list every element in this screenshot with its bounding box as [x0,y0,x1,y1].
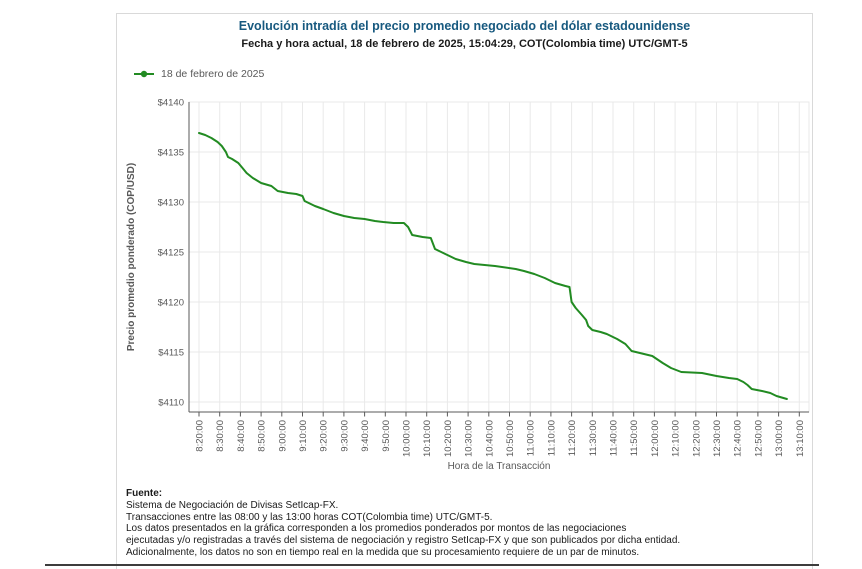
x-axis-tick-label: 12:50:00 [753,420,764,457]
x-axis-tick-label: 11:00:00 [526,420,537,456]
chart-panel: Evolución intradía del precio promedio n… [116,13,813,569]
y-axis-tick-label: $4110 [158,398,184,409]
x-axis-tick-label: 9:30:00 [339,420,350,452]
x-axis-tick-label: 9:40:00 [360,420,371,452]
x-axis-tick-label: 11:10:00 [546,420,557,456]
x-axis-tick-label: 12:40:00 [733,420,744,457]
x-axis-tick-label: 12:30:00 [712,420,723,457]
x-axis-tick-label: 12:20:00 [691,420,702,457]
x-axis-tick-label: 8:30:00 [215,420,226,452]
y-axis-tick-label: $4140 [158,98,184,109]
footer-line: Los datos presentados en la gráfica corr… [126,523,627,535]
footer-source-label: Fuente: [126,488,163,499]
y-axis-tick-label: $4115 [158,348,184,359]
price-series-line [198,132,788,400]
x-axis-tick-label: 10:00:00 [402,420,413,457]
x-axis-tick-label: 10:40:00 [484,420,495,457]
x-axis-tick-label: 13:00:00 [774,420,785,457]
bottom-divider [45,564,819,566]
x-axis-tick-label: 9:00:00 [277,420,288,452]
x-axis-tick-label: 9:10:00 [298,420,309,452]
x-axis-tick-label: 12:00:00 [650,420,661,457]
x-axis-tick-label: 8:40:00 [236,420,247,452]
x-axis-tick-label: 11:40:00 [609,420,620,456]
x-axis-tick-label: 11:20:00 [567,420,578,456]
chart-footer: Fuente: Sistema de Negociación de Divisa… [126,488,802,559]
x-axis-tick-label: 8:20:00 [195,420,206,452]
footer-line: Transacciones entre las 08:00 y las 13:0… [126,511,493,523]
x-axis-title: Hora de la Transacción [448,461,551,472]
footer-lines: Sistema de Negociación de Divisas SetIca… [126,500,802,559]
chart-subtitle: Fecha y hora actual, 18 de febrero de 20… [241,38,688,50]
x-axis-tick-label: 11:50:00 [629,420,640,456]
chart-title: Evolución intradía del precio promedio n… [238,19,691,33]
x-axis-tick-label: 10:30:00 [464,420,475,457]
x-axis-tick-label: 11:30:00 [588,420,599,456]
x-axis-tick-label: 8:50:00 [257,420,268,452]
chart-legend: 18 de febrero de 2025 [133,68,264,80]
y-axis-tick-label: $4120 [158,298,184,309]
x-axis-tick-label: 10:20:00 [443,420,454,457]
legend-series-label: 18 de febrero de 2025 [161,68,265,80]
y-axis-title: Precio promedio ponderado (COP/USD) [126,163,137,351]
y-axis-tick-label: $4135 [158,148,184,159]
x-axis-tick-label: 9:20:00 [319,420,330,452]
legend-series-marker-icon [134,70,154,78]
x-axis-tick-label: 10:10:00 [422,420,433,457]
footer-line: Adicionalmente, los datos no son en tiem… [126,546,640,558]
x-axis-tick-label: 9:50:00 [381,420,392,452]
x-axis-tick-label: 10:50:00 [505,420,516,457]
footer-line: ejecutadas y/o registradas a través del … [126,535,681,547]
x-axis-tick-label: 13:10:00 [795,420,806,457]
footer-line: Sistema de Negociación de Divisas SetIca… [126,499,339,511]
y-axis-tick-label: $4125 [158,248,184,259]
x-axis-tick-label: 12:10:00 [671,420,682,457]
y-axis-tick-label: $4130 [158,198,184,209]
price-chart-svg: $4110 $4115 $4120 $4125 $4130 $4135 $4140 8:20:… [126,98,810,472]
